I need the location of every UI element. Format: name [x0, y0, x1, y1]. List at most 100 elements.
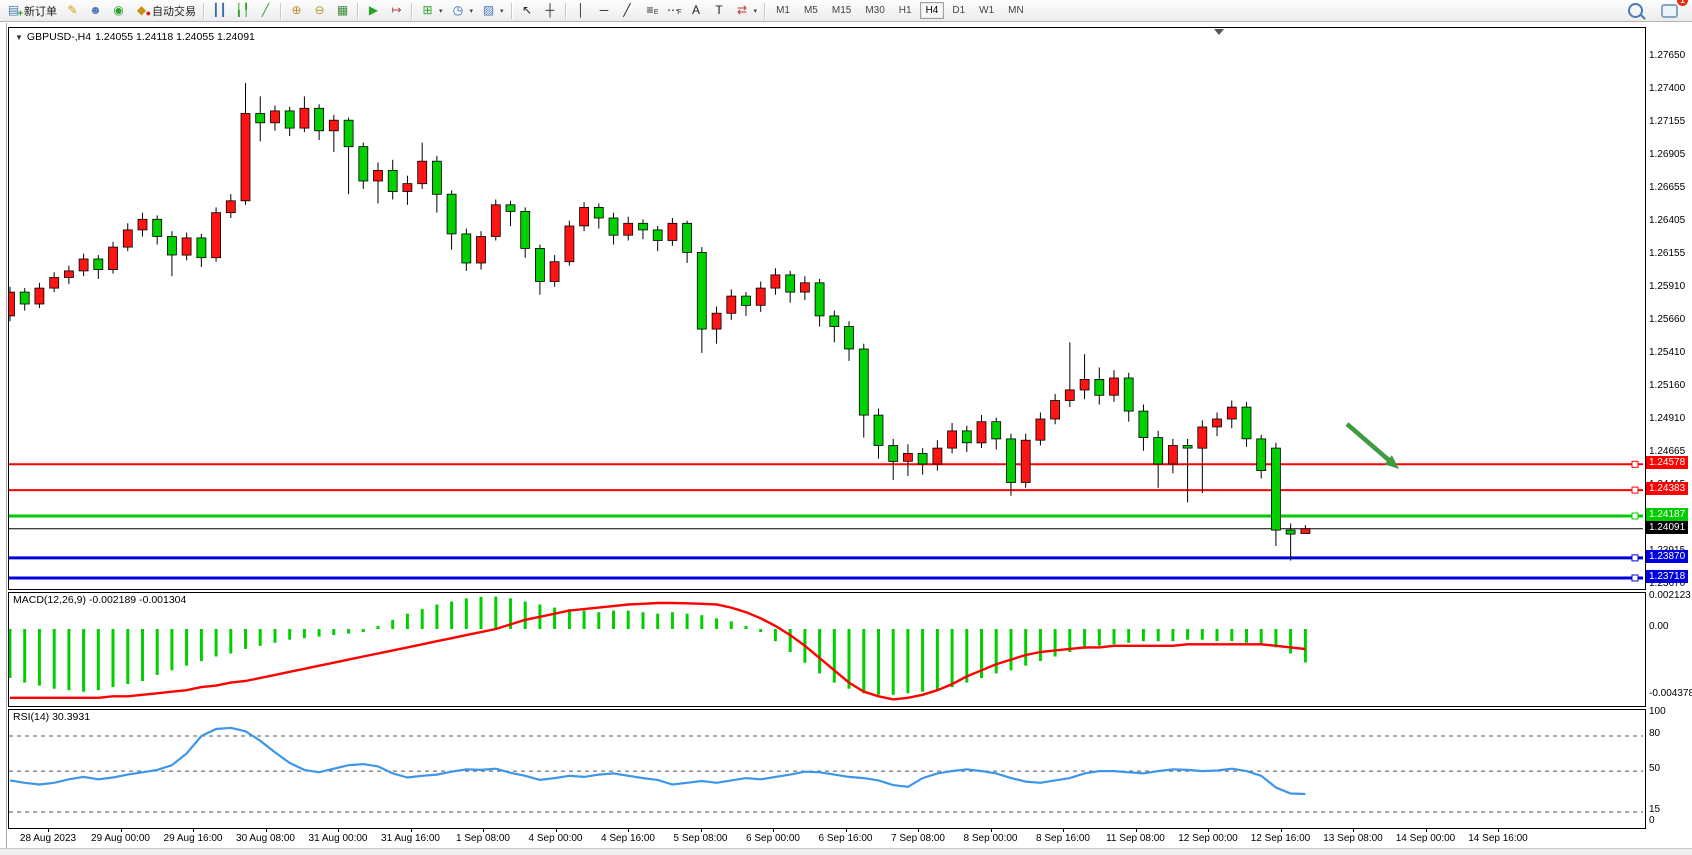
toolbar-separator: [203, 2, 205, 19]
candle-body: [373, 169, 383, 182]
timeframe-toolbar: M1 M5 M15 M30 H1 H4 D1 W1 MN: [769, 0, 1031, 22]
line-handle[interactable]: [1631, 554, 1639, 562]
line-handle[interactable]: [1631, 574, 1639, 582]
line-price-label: 1.23870: [1646, 549, 1689, 563]
timeframe-mn-button[interactable]: MN: [1008, 5, 1024, 16]
chart-shift-marker-icon[interactable]: [1214, 29, 1224, 35]
candlestick-chart-button[interactable]: ╽╿: [231, 0, 254, 22]
macd-histogram-bar: [1127, 629, 1131, 643]
macd-indicator-pane[interactable]: MACD(12,26,9) -0.002189 -0.001304: [8, 592, 1646, 707]
macd-histogram-bar: [656, 613, 660, 629]
timeframe-h1-button[interactable]: H1: [898, 5, 912, 16]
candle-body: [785, 274, 796, 293]
signals-button[interactable]: ◉: [107, 0, 130, 22]
candle-body: [711, 312, 722, 330]
candle-body: [446, 193, 457, 235]
mql5-community-button[interactable]: ☻: [84, 0, 107, 22]
candle-body: [1006, 438, 1016, 483]
search-button[interactable]: [1624, 0, 1647, 22]
bar-chart-icon: ┃┃: [212, 3, 227, 17]
candle-body: [991, 421, 1002, 440]
line-chart-button[interactable]: ╱: [254, 0, 277, 22]
time-tick-label: 28 Aug 2023: [19, 833, 77, 844]
line-handle[interactable]: [1631, 486, 1639, 494]
rsi-axis-label: 15: [1649, 804, 1661, 815]
dropdown-caret-icon[interactable]: ▾: [469, 7, 474, 15]
time-tick: [700, 829, 702, 832]
macd-histogram-bar: [1186, 629, 1190, 640]
auto-scroll-button[interactable]: ▶: [362, 0, 385, 22]
time-tick-label: 8 Sep 00:00: [963, 833, 1018, 844]
chart-shift-button[interactable]: ↦: [385, 0, 408, 22]
candle-body: [917, 452, 928, 465]
candle-body: [1138, 410, 1149, 439]
vertical-line-button[interactable]: │: [570, 0, 593, 22]
timeframe-d1-button[interactable]: D1: [952, 5, 966, 16]
dropdown-caret-icon[interactable]: ▾: [500, 7, 504, 15]
macd-histogram-bar: [302, 629, 306, 639]
timeframe-m15-button[interactable]: M15: [831, 5, 852, 16]
zoom-out-button[interactable]: ⊖: [308, 0, 331, 22]
candle-body: [814, 282, 825, 317]
price-tick-label: 1.27400: [1649, 83, 1686, 94]
candle-body: [122, 229, 133, 248]
macd-histogram-bar: [1141, 629, 1145, 642]
macd-histogram-bar: [23, 629, 27, 683]
indicators-button[interactable]: ⊞ ▾: [416, 0, 447, 22]
candle-body: [844, 326, 854, 350]
cursor-button[interactable]: ↖: [516, 0, 539, 22]
timeframe-w1-button[interactable]: W1: [979, 5, 995, 16]
chevron-down-icon[interactable]: ▼: [15, 32, 23, 42]
time-tick: [555, 829, 557, 832]
timeframe-m5-button[interactable]: M5: [803, 5, 818, 16]
time-axis[interactable]: 28 Aug 2023 29 Aug 00:00 29 Aug 16:00 30 Au…: [8, 829, 1646, 849]
macd-histogram-bar: [244, 629, 247, 649]
dropdown-caret-icon[interactable]: ▾: [753, 7, 758, 15]
timeframe-m30-button[interactable]: M30: [865, 5, 885, 16]
new-order-button[interactable]: ▤ + 新订单: [2, 0, 61, 22]
macd-histogram-bar: [818, 629, 822, 674]
cursor-icon: ↖: [522, 3, 533, 17]
macd-histogram-bar: [1215, 629, 1219, 642]
macd-histogram-bar: [612, 610, 615, 629]
crosshair-button[interactable]: ┼: [539, 0, 562, 22]
time-tick: [120, 829, 122, 832]
candle-body: [64, 270, 74, 278]
macd-histogram-bar: [1112, 629, 1116, 645]
window-left-splitter[interactable]: [6, 23, 7, 848]
periods-button[interactable]: ◷ ▾: [447, 0, 478, 22]
metaeditor-button[interactable]: ✎: [61, 0, 84, 22]
macd-histogram-bar: [450, 601, 454, 629]
equidistant-channel-button[interactable]: ≡ E: [639, 0, 662, 22]
candlestick-chart[interactable]: [9, 28, 1645, 589]
price-tick-label: 1.24665: [1649, 446, 1686, 457]
line-chart-icon: ╱: [261, 3, 270, 17]
timeframe-h4-button[interactable]: H4: [919, 2, 945, 19]
text-button[interactable]: A: [685, 0, 708, 22]
bar-chart-button[interactable]: ┃┃: [208, 0, 231, 22]
trend-arrow-annotation[interactable]: [1345, 422, 1393, 464]
candle-body: [1035, 418, 1046, 441]
symbol-period-label: GBPUSD-,H4: [26, 31, 92, 43]
macd-histogram-bar: [921, 629, 925, 692]
chat-button[interactable]: 1: [1657, 0, 1688, 22]
templates-button[interactable]: ▨ ▾: [477, 0, 508, 22]
horizontal-line-button[interactable]: ─: [593, 0, 616, 22]
fibonacci-button[interactable]: ⋯ F: [662, 0, 685, 22]
autotrading-button[interactable]: ◆ ● 自动交易: [130, 0, 200, 22]
arrows-button[interactable]: ⇄ ▾: [731, 0, 762, 22]
zoom-in-button[interactable]: ⊕: [285, 0, 308, 22]
timeframe-m1-button[interactable]: M1: [776, 5, 790, 16]
metaeditor-icon: ✎: [67, 3, 78, 17]
rsi-axis-label: 50: [1649, 763, 1661, 775]
trendline-button[interactable]: ╱: [616, 0, 639, 22]
text-label-button[interactable]: T: [708, 0, 731, 22]
line-handle[interactable]: [1631, 460, 1639, 468]
price-chart-pane[interactable]: ▼ GBPUSD-,H4 1.24055 1.24118 1.24055 1.2…: [8, 27, 1646, 590]
tile-windows-button[interactable]: ▦: [331, 0, 354, 22]
dropdown-caret-icon[interactable]: ▾: [439, 7, 443, 15]
price-axis[interactable]: 1.27650 1.27400 1.27155 1.26905 1.26655 1.264…: [1646, 23, 1692, 854]
line-handle[interactable]: [1631, 512, 1639, 520]
rsi-indicator-pane[interactable]: RSI(14) 30.3931: [8, 709, 1646, 829]
price-tick-label: 1.26405: [1649, 215, 1686, 226]
